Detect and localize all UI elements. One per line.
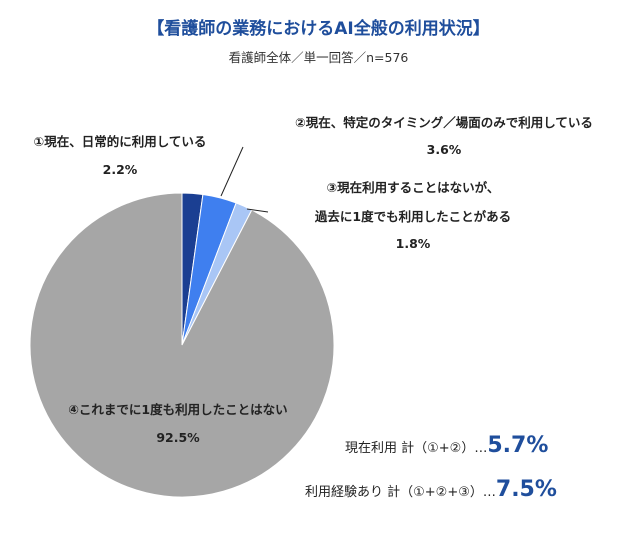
- slice-2-percent: 3.6%: [427, 142, 462, 157]
- summary-experience-value: 7.5%: [495, 477, 557, 502]
- summary-experience-label: 利用経験あり 計（①+②+③）…: [305, 485, 496, 500]
- slice-3-label-line1: ③現在利用することはないが、: [327, 180, 500, 195]
- pie-slice-4: [29, 192, 335, 498]
- summary-current-label: 現在利用 計（①+②）…: [345, 441, 488, 456]
- chart-title: 【看護師の業務におけるAI全般の利用状況】: [147, 19, 490, 39]
- slice-2-label: ②現在、特定のタイミング／場面のみで利用している: [295, 115, 593, 130]
- slice-3-label-line2: 過去に1度でも利用したことがある: [314, 209, 511, 224]
- leader-line-2: [220, 146, 244, 197]
- slice-3-percent: 1.8%: [396, 236, 431, 251]
- summary-experience-row: 利用経験あり 計（①+②+③）…7.5%: [305, 477, 557, 502]
- slice-4-label: ④これまでに1度も利用したことはない: [68, 402, 287, 417]
- summary-current-row: 現在利用 計（①+②）…5.7%: [345, 433, 548, 458]
- slice-1-label: ①現在、日常的に利用している: [34, 134, 207, 149]
- pie-slices: [29, 192, 335, 498]
- chart-subtitle: 看護師全体／単一回答／n=576: [228, 50, 409, 65]
- summary-current-value: 5.7%: [487, 433, 549, 458]
- slice-1-percent: 2.2%: [103, 162, 138, 177]
- leader-line-3: [246, 208, 269, 213]
- slice-4-percent: 92.5%: [156, 430, 200, 445]
